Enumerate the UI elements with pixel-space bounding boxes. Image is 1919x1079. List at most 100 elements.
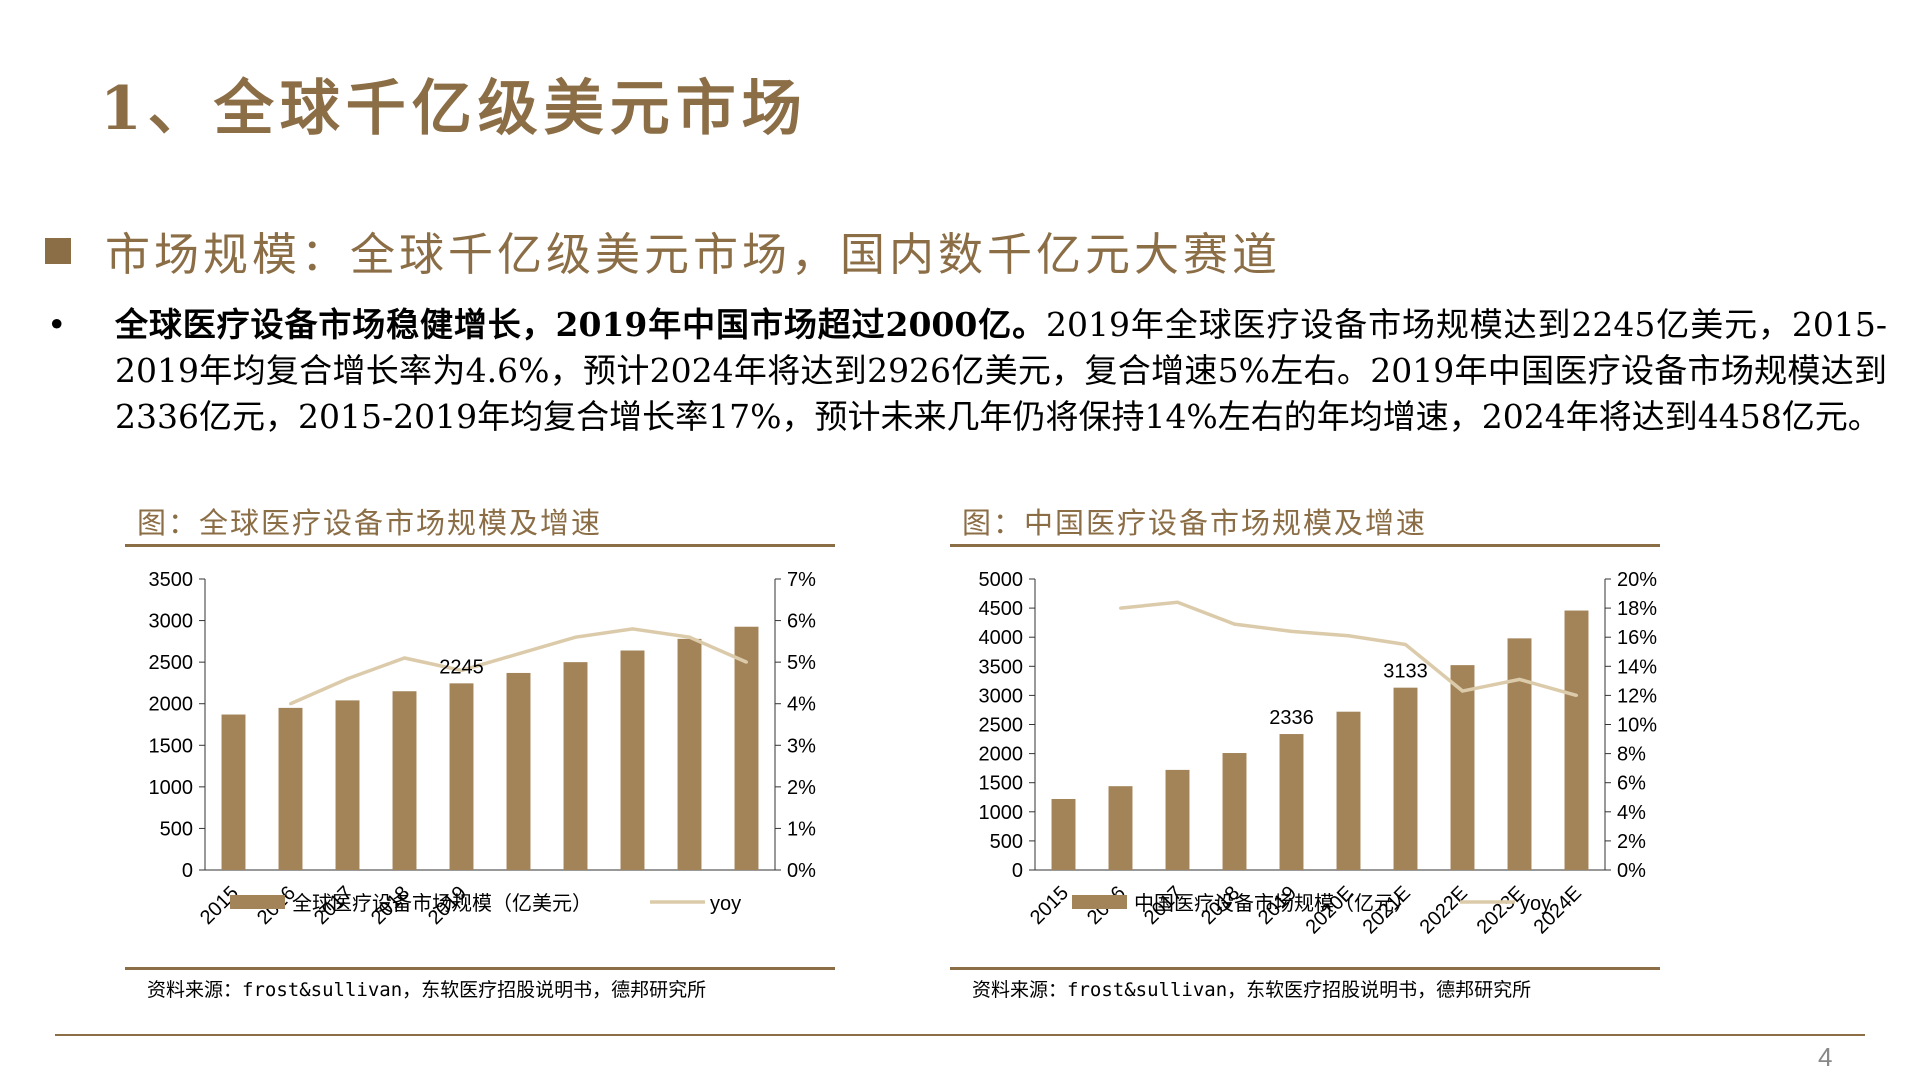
chart-title: 图：全球医疗设备市场规模及增速 <box>137 506 603 540</box>
bar <box>677 638 702 870</box>
yoy-point <box>1233 622 1236 626</box>
bar <box>392 691 417 870</box>
bar <box>1450 665 1475 870</box>
y-tick-label-left: 500 <box>160 818 193 840</box>
legend-bar-label: 全球医疗设备市场规模（亿美元） <box>292 892 592 915</box>
bar <box>1507 638 1532 870</box>
legend-bar-swatch <box>230 895 285 909</box>
yoy-point <box>1119 606 1122 610</box>
chart-bottom-rule <box>125 967 835 970</box>
square-bullet-icon <box>45 237 71 264</box>
y-tick-label-left: 3500 <box>149 569 194 591</box>
y-tick-label-right: 8% <box>1617 744 1646 766</box>
bar <box>563 662 588 870</box>
footer-rule <box>55 1034 1865 1036</box>
y-tick-label-left: 2500 <box>979 715 1024 737</box>
y-tick-label-left: 2000 <box>979 744 1024 766</box>
yoy-point <box>1176 600 1179 604</box>
yoy-point <box>1518 677 1521 681</box>
yoy-point <box>460 668 463 672</box>
y-tick-label-right: 20% <box>1617 569 1657 591</box>
y-tick-label-left: 3500 <box>979 656 1024 678</box>
yoy-point <box>1404 642 1407 646</box>
yoy-point <box>403 656 406 660</box>
y-tick-label-left: 4000 <box>979 627 1024 649</box>
y-tick-label-left: 0 <box>1012 860 1023 882</box>
y-tick-label-right: 3% <box>787 735 816 757</box>
y-tick-label-left: 3000 <box>149 611 194 633</box>
y-tick-label-right: 2% <box>1617 831 1646 853</box>
data-label: 2336 <box>1269 707 1314 729</box>
bar <box>278 707 303 870</box>
china-market-chart: 0 500 1000 1500 2000 2500 3000 3500 4000 4500 5000… <box>979 569 1658 938</box>
summary-paragraph: • 全球医疗设备市场稳健增长，2019年中国市场超过2000亿。2019年全球医… <box>47 302 1887 440</box>
y-tick-label-right: 16% <box>1617 627 1657 649</box>
yoy-point <box>631 627 634 631</box>
chart-bottom-rule <box>950 967 1660 970</box>
global-market-chart: 0 500 1000 1500 2000 2500 3000 3500 0% 1% 2% 3% 4% 5%… <box>149 569 817 929</box>
y-tick-label-right: 6% <box>1617 773 1646 795</box>
bar <box>1051 798 1076 870</box>
china-chart-panel: 图：中国医疗设备市场规模及增速 0 500 1000 1500 2000 2500 3000… <box>950 502 1660 1010</box>
x-tick-label: 2015 <box>1026 882 1073 929</box>
bar <box>620 650 645 870</box>
bar <box>1336 711 1361 870</box>
bar <box>335 700 360 870</box>
yoy-point <box>688 635 691 639</box>
bullet-icon: • <box>47 305 67 344</box>
global-chart-panel: 图：全球医疗设备市场规模及增速 0 500 1000 1500 2000 2500 3000… <box>125 502 835 1010</box>
y-tick-label-right: 2% <box>787 777 816 799</box>
bar <box>1279 734 1304 870</box>
bar <box>449 683 474 870</box>
y-tick-label-left: 1000 <box>149 777 194 799</box>
chart-source: 资料来源：frost&sullivan，东软医疗招股说明书，德邦研究所 <box>147 979 707 1001</box>
y-tick-label-left: 2500 <box>149 652 194 674</box>
y-tick-label-left: 4500 <box>979 598 1024 620</box>
section-heading: 市场规模：全球千亿级美元市场，国内数千亿元大赛道 <box>45 218 1281 283</box>
data-label: 2245 <box>439 656 484 678</box>
chart-source: 资料来源：frost&sullivan，东软医疗招股说明书，德邦研究所 <box>972 979 1532 1001</box>
page-number: 4 <box>1818 1042 1833 1072</box>
y-tick-label-right: 12% <box>1617 685 1657 707</box>
yoy-point <box>745 660 748 664</box>
y-tick-label-right: 18% <box>1617 598 1657 620</box>
chart-title-rule <box>125 544 835 547</box>
y-tick-label-right: 5% <box>787 652 816 674</box>
y-tick-label-left: 1000 <box>979 802 1024 824</box>
y-tick-label-left: 1500 <box>979 773 1024 795</box>
y-tick-label-right: 4% <box>1617 802 1646 824</box>
yoy-point <box>1290 629 1293 633</box>
yoy-point <box>346 677 349 681</box>
data-label: 3133 <box>1383 661 1428 683</box>
bar <box>221 714 246 870</box>
bar <box>1393 687 1418 870</box>
yoy-point <box>574 635 577 639</box>
summary-text: 2019年全球医疗设备市场规模达到2245亿美元，2015-2019年均复合增长… <box>115 305 1887 436</box>
y-tick-label-right: 14% <box>1617 656 1657 678</box>
y-tick-label-right: 1% <box>787 818 816 840</box>
bar <box>1564 610 1589 870</box>
legend-line-label: yoy <box>1520 893 1551 915</box>
y-tick-label-right: 7% <box>787 569 816 591</box>
y-tick-label-right: 10% <box>1617 715 1657 737</box>
yoy-point <box>289 702 292 706</box>
y-tick-label-left: 5000 <box>979 569 1024 591</box>
bar <box>1165 769 1190 870</box>
page-title: 1、全球千亿级美元市场 <box>100 74 808 144</box>
x-tick-label: 2022E <box>1416 882 1472 938</box>
legend-bar-label: 中国医疗设备市场规模（亿元） <box>1134 892 1414 915</box>
summary-bold: 全球医疗设备市场稳健增长，2019年中国市场超过2000亿。 <box>115 305 1047 344</box>
y-tick-label-right: 0% <box>1617 860 1646 882</box>
legend-bar-swatch <box>1072 895 1127 909</box>
bar <box>506 672 531 870</box>
yoy-point <box>1575 693 1578 697</box>
y-tick-label-left: 3000 <box>979 685 1024 707</box>
y-tick-label-left: 500 <box>990 831 1023 853</box>
bar <box>1222 753 1247 870</box>
y-tick-label-right: 0% <box>787 860 816 882</box>
yoy-point <box>1461 689 1464 693</box>
yoy-point <box>1347 634 1350 638</box>
section-heading-text: 市场规模：全球千亿级美元市场，国内数千亿元大赛道 <box>105 228 1282 281</box>
bar <box>734 626 759 870</box>
chart-title-rule <box>950 544 1660 547</box>
